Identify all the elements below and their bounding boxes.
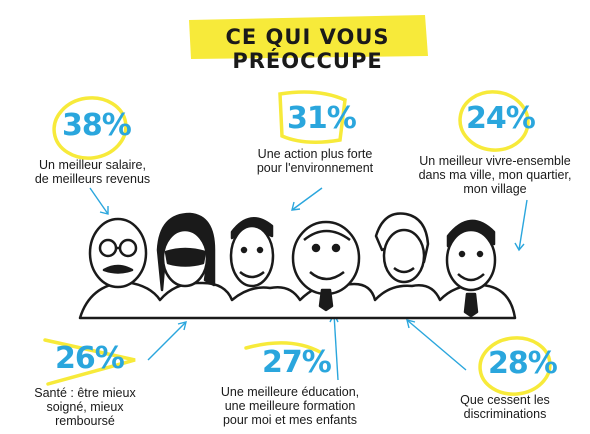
percent-education: 27% bbox=[262, 345, 332, 380]
percent-health: 26% bbox=[55, 341, 125, 376]
percent-salary: 38% bbox=[62, 108, 132, 143]
percent-environment: 31% bbox=[287, 101, 357, 136]
label-discrimination: Que cessent les discriminations bbox=[460, 393, 550, 421]
highlight-stroke bbox=[189, 15, 428, 59]
label-community: Un meilleur vivre-ensemble dans ma ville… bbox=[418, 154, 572, 196]
arrows bbox=[89, 187, 528, 381]
percent-community: 24% bbox=[466, 101, 536, 136]
percent-discrimination: 28% bbox=[488, 346, 558, 381]
percent-highlights bbox=[43, 90, 552, 396]
label-education: Une meilleure éducation, une meilleure f… bbox=[220, 385, 360, 427]
title-banner: CE QUI VOUS PRÉOCCUPE bbox=[185, 12, 430, 73]
page-title: CE QUI VOUS PRÉOCCUPE bbox=[225, 25, 390, 73]
label-salary: Un meilleur salaire, de meilleurs revenu… bbox=[34, 158, 151, 186]
people-group bbox=[78, 212, 517, 320]
label-environment: Une action plus forte pour l'environneme… bbox=[256, 147, 374, 175]
label-health: Santé : être mieux soigné, mieux rembour… bbox=[34, 386, 136, 428]
